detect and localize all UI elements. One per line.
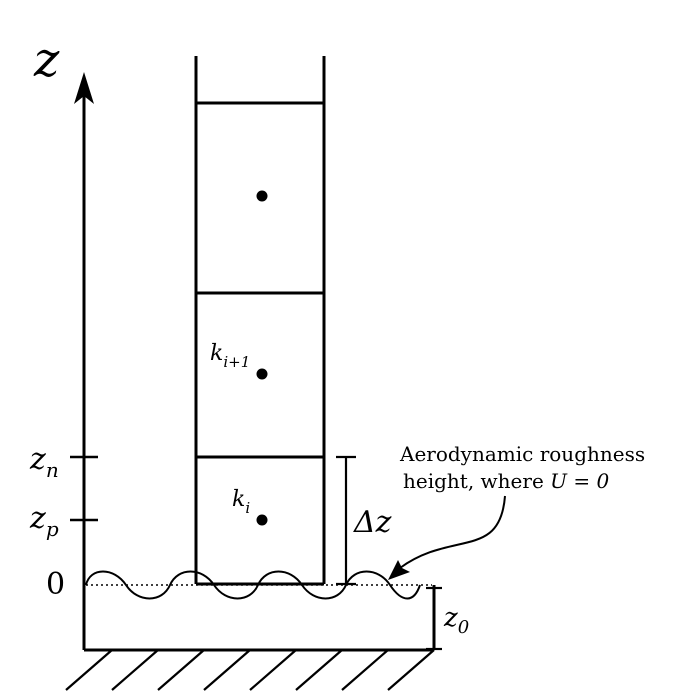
cell-center-ki1 (256, 368, 268, 380)
z0-label: z0 (443, 603, 469, 638)
z0-bracket (426, 586, 442, 651)
annotation-arrow (399, 495, 506, 569)
delta-z-label: Δz (353, 505, 392, 540)
tick-label-zp: zp (29, 501, 59, 541)
cell-center-ki (256, 514, 268, 526)
annotation-line-2: height, where U = 0 (403, 469, 609, 493)
cell-label-ki1: ki+1 (210, 341, 250, 371)
z-axis-arrowhead (74, 72, 94, 104)
cell-label-ki: ki (232, 487, 250, 517)
annotation-arrowhead (388, 560, 410, 580)
delta-z-bracket (336, 455, 356, 586)
z-axis-label: z (33, 32, 60, 88)
annotation-line-1: Aerodynamic roughness (399, 442, 645, 466)
ground-hatching (65, 649, 435, 691)
roughness-wave (85, 570, 421, 600)
tick-label-zero: 0 (46, 567, 65, 602)
z-axis (74, 72, 94, 650)
cell-column (194, 56, 326, 586)
cell-center-top (256, 190, 268, 202)
tick-label-zn: zn (29, 442, 59, 482)
